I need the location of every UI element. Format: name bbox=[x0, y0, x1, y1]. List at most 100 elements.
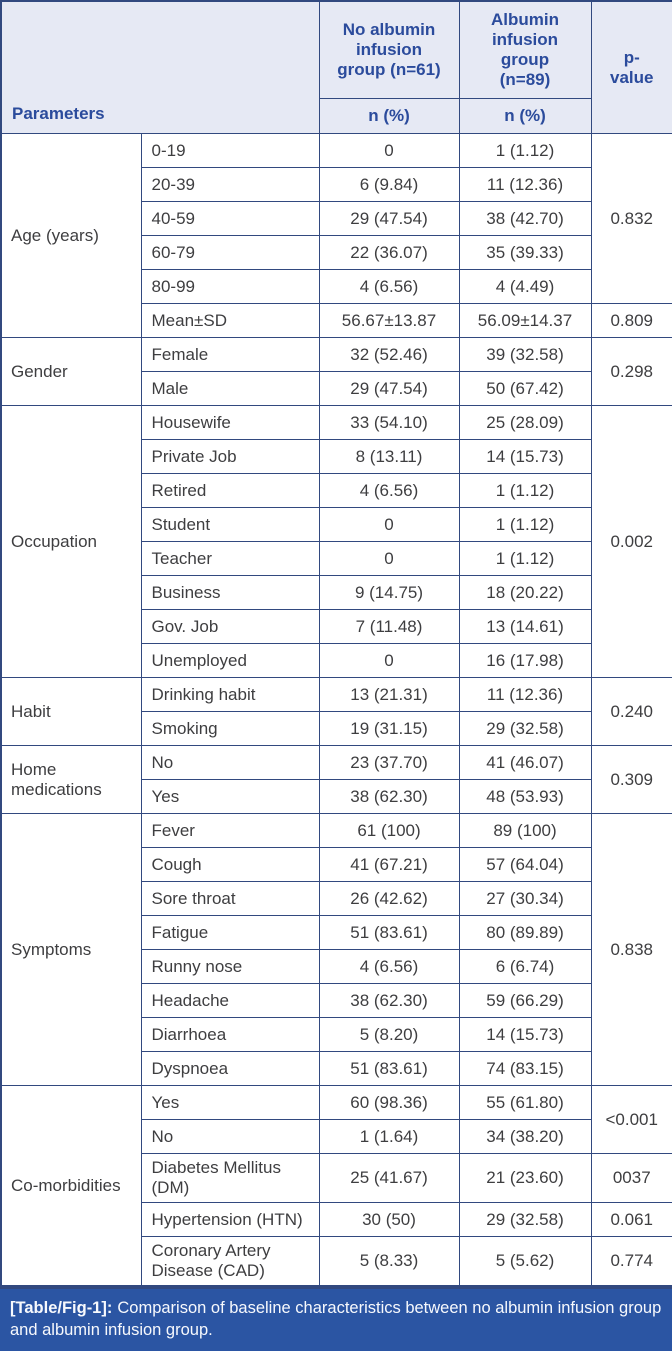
sub-parameter-label: Business bbox=[140, 575, 320, 611]
p-value: 0.809 bbox=[590, 303, 672, 339]
sub-parameter-label: Mean±SD bbox=[140, 303, 320, 339]
no-albumin-value: 4 (6.56) bbox=[318, 473, 460, 509]
albumin-value: 89 (100) bbox=[458, 813, 592, 849]
albumin-value: 55 (61.80) bbox=[458, 1085, 592, 1121]
no-albumin-value: 60 (98.36) bbox=[318, 1085, 460, 1121]
table-header: Parameters No albumin infusion group (n=… bbox=[0, 0, 672, 135]
sub-parameter-label: Cough bbox=[140, 847, 320, 883]
sub-parameter-label: Private Job bbox=[140, 439, 320, 475]
p-value: 0.298 bbox=[590, 337, 672, 407]
sub-parameter-label: Teacher bbox=[140, 541, 320, 577]
albumin-value: 29 (32.58) bbox=[458, 711, 592, 747]
no-albumin-value: 0 bbox=[318, 643, 460, 679]
table-row: Unemployed 0 16 (17.98) bbox=[1, 643, 672, 679]
table-row: Runny nose 4 (6.56) 6 (6.74) bbox=[1, 949, 672, 985]
albumin-group-header: Albumin infusion group (n=89) bbox=[458, 0, 592, 100]
p-value-column-header: p-value bbox=[590, 0, 672, 135]
no-albumin-value: 26 (42.62) bbox=[318, 881, 460, 917]
no-albumin-value: 8 (13.11) bbox=[318, 439, 460, 475]
table-row: Business 9 (14.75) 18 (20.22) bbox=[1, 575, 672, 611]
albumin-value: 74 (83.15) bbox=[458, 1051, 592, 1087]
sub-parameter-label: Diarrhoea bbox=[140, 1017, 320, 1053]
sub-parameter-label: Fever bbox=[140, 813, 320, 849]
albumin-value: 38 (42.70) bbox=[458, 201, 592, 237]
table-row: Age (years) 0-19 0 1 (1.12) 0.832 bbox=[0, 133, 672, 339]
no-albumin-value: 51 (83.61) bbox=[318, 915, 460, 951]
no-albumin-value: 5 (8.20) bbox=[318, 1017, 460, 1053]
sub-parameter-label: Male bbox=[140, 371, 320, 407]
sub-parameter-label: Female bbox=[140, 337, 320, 373]
table-caption: [Table/Fig-1]: Comparison of baseline cha… bbox=[0, 1287, 672, 1352]
table-row: Sore throat 26 (42.62) 27 (30.34) bbox=[1, 881, 672, 917]
albumin-value: 57 (64.04) bbox=[458, 847, 592, 883]
no-albumin-value: 38 (62.30) bbox=[318, 983, 460, 1019]
albumin-value: 5 (5.62) bbox=[458, 1236, 592, 1287]
caption-tag: [Table/Fig-1]: bbox=[10, 1299, 113, 1318]
table-row: Gov. Job 7 (11.48) 13 (14.61) bbox=[1, 609, 672, 645]
albumin-value: 11 (12.36) bbox=[458, 167, 592, 203]
albumin-value: 27 (30.34) bbox=[458, 881, 592, 917]
table-row: Coronary Artery Disease (CAD) 5 (8.33) 5 (… bbox=[1, 1236, 672, 1287]
table-row: Retired 4 (6.56) 1 (1.12) bbox=[1, 473, 672, 509]
no-albumin-value: 7 (11.48) bbox=[318, 609, 460, 645]
table-row: Headache 38 (62.30) 59 (66.29) bbox=[1, 983, 672, 1019]
table-row: Home medications No 23 (37.70) 41 (46.07) 0.… bbox=[0, 745, 672, 815]
table-row: Diarrhoea 5 (8.20) 14 (15.73) bbox=[1, 1017, 672, 1053]
no-albumin-value: 19 (31.15) bbox=[318, 711, 460, 747]
no-albumin-value: 0 bbox=[318, 541, 460, 577]
sub-parameter-label: Hypertension (HTN) bbox=[140, 1202, 320, 1238]
parameter-group-label: Home medications bbox=[0, 745, 142, 815]
no-albumin-subheader: n (%) bbox=[318, 98, 460, 135]
no-albumin-value: 4 (6.56) bbox=[318, 949, 460, 985]
parameter-group-label: Occupation bbox=[0, 405, 142, 679]
parameter-group-label: Symptoms bbox=[0, 813, 142, 1087]
p-value: 0.240 bbox=[590, 677, 672, 747]
albumin-value: 39 (32.58) bbox=[458, 337, 592, 373]
sub-parameter-label: No bbox=[140, 745, 320, 781]
table-row: Habit Drinking habit 13 (21.31) 11 (12.36) 0… bbox=[0, 677, 672, 747]
no-albumin-value: 4 (6.56) bbox=[318, 269, 460, 305]
p-value-header-label: p-value bbox=[610, 47, 654, 87]
table-row: 20-39 6 (9.84) 11 (12.36) bbox=[1, 167, 672, 203]
no-albumin-value: 9 (14.75) bbox=[318, 575, 460, 611]
albumin-value: 14 (15.73) bbox=[458, 439, 592, 475]
sub-parameter-label: Yes bbox=[140, 779, 320, 815]
sub-parameter-label: Coronary Artery Disease (CAD) bbox=[140, 1236, 320, 1287]
caption-text: Comparison of baseline characteristics b… bbox=[10, 1299, 662, 1339]
sub-parameter-label: Smoking bbox=[140, 711, 320, 747]
table-row: 60-79 22 (36.07) 35 (39.33) bbox=[1, 235, 672, 271]
p-value: <0.001 bbox=[590, 1085, 672, 1155]
albumin-value: 1 (1.12) bbox=[458, 473, 592, 509]
p-value: 0.061 bbox=[590, 1202, 672, 1238]
albumin-value: 18 (20.22) bbox=[458, 575, 592, 611]
p-value: 0.309 bbox=[590, 745, 672, 815]
no-albumin-value: 29 (47.54) bbox=[318, 201, 460, 237]
table-row: 40-59 29 (47.54) 38 (42.70) bbox=[1, 201, 672, 237]
sub-parameter-label: Yes bbox=[140, 1085, 320, 1121]
table-row: Mean±SD 56.67±13.87 56.09±14.37 0.809 bbox=[1, 303, 672, 339]
parameter-group-label: Age (years) bbox=[0, 133, 142, 339]
no-albumin-value: 61 (100) bbox=[318, 813, 460, 849]
table-row: Symptoms Fever 61 (100) 89 (100) 0.838 bbox=[0, 813, 672, 1087]
header-row-subheaders: n (%) n (%) bbox=[1, 98, 672, 135]
no-albumin-value: 32 (52.46) bbox=[318, 337, 460, 373]
parameter-group-label: Co-morbidities bbox=[0, 1085, 142, 1287]
albumin-value: 16 (17.98) bbox=[458, 643, 592, 679]
sub-parameter-label: Runny nose bbox=[140, 949, 320, 985]
albumin-value: 34 (38.20) bbox=[458, 1119, 592, 1155]
albumin-value: 25 (28.09) bbox=[458, 405, 592, 441]
albumin-value: 21 (23.60) bbox=[458, 1153, 592, 1204]
no-albumin-value: 0 bbox=[318, 507, 460, 543]
no-albumin-value: 1 (1.64) bbox=[318, 1119, 460, 1155]
sub-parameter-label: 60-79 bbox=[140, 235, 320, 271]
parameter-group-label: Gender bbox=[0, 337, 142, 407]
table-body: Age (years) 0-19 0 1 (1.12) 0.832 20-39 6 (9.8… bbox=[0, 133, 672, 1287]
no-albumin-group-header: No albumin infusion group (n=61) bbox=[318, 0, 460, 100]
sub-parameter-label: Student bbox=[140, 507, 320, 543]
sub-parameter-label: 0-19 bbox=[140, 133, 320, 169]
no-albumin-value: 41 (67.21) bbox=[318, 847, 460, 883]
albumin-value: 56.09±14.37 bbox=[458, 303, 592, 339]
albumin-value: 13 (14.61) bbox=[458, 609, 592, 645]
sub-parameter-label: Drinking habit bbox=[140, 677, 320, 713]
parameter-group-label: Habit bbox=[0, 677, 142, 747]
